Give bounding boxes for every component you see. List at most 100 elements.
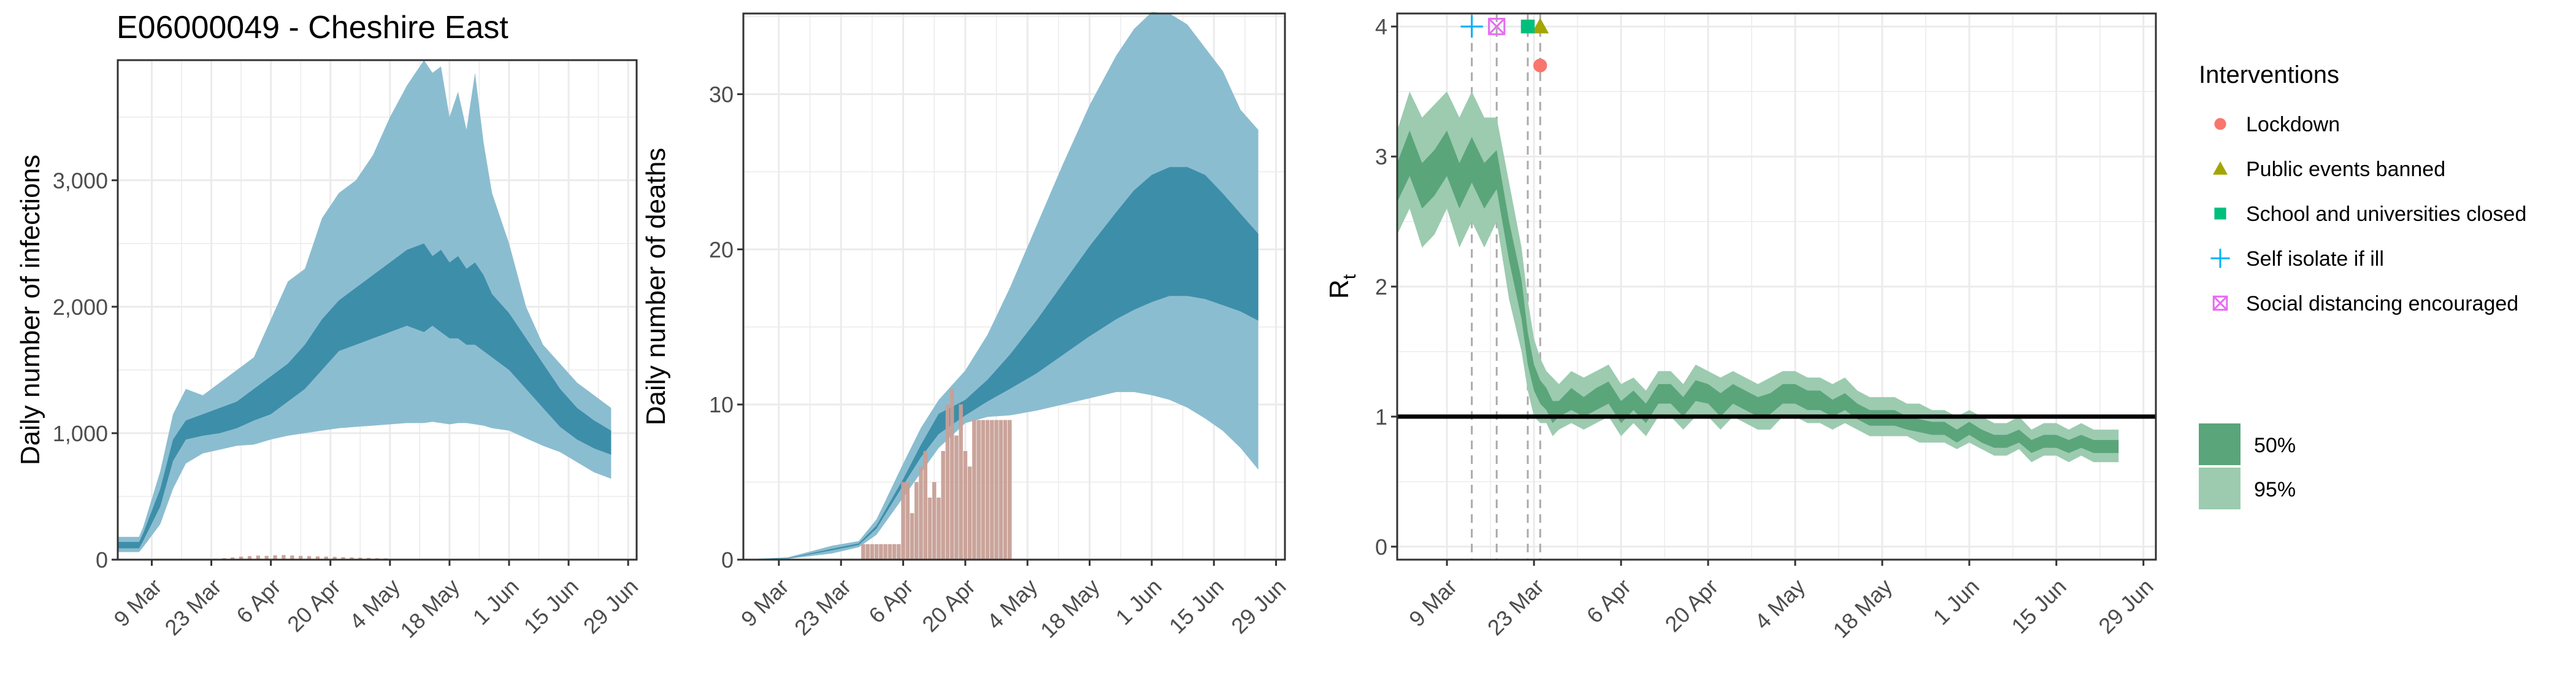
observed-bar (923, 451, 928, 560)
observed-bar (949, 388, 954, 560)
x-tick-label: 15 Jun (2006, 574, 2071, 638)
y-axis-title-subscript: t (1340, 274, 1360, 279)
x-tick-label: 15 Jun (519, 574, 583, 638)
band-50pct (743, 167, 1259, 560)
observed-bar (932, 482, 937, 560)
x-tick-label: 20 Apr (917, 574, 980, 637)
y-tick-label: 20 (709, 237, 734, 262)
x-tick-label: 23 Mar (159, 574, 226, 640)
x-tick-label: 29 Jun (1226, 574, 1290, 638)
x-tick-label: 18 May (1828, 574, 1896, 642)
observed-bar (879, 544, 883, 560)
x-tick-label: 4 May (1750, 574, 1810, 634)
observed-bar (1008, 420, 1012, 560)
legend-label: School and universities closed (2246, 203, 2526, 226)
observed-bar (901, 482, 905, 560)
observed-bar (954, 435, 959, 560)
observed-bar (870, 544, 875, 560)
y-tick-label: 10 (709, 392, 734, 417)
observed-bar (865, 544, 870, 560)
observed-bar (972, 420, 976, 560)
x-tick-label: 1 Jun (468, 574, 524, 630)
observed-bar (324, 557, 328, 560)
x-tick-label: 1 Jun (1928, 574, 1984, 630)
legend-label: Self isolate if ill (2246, 247, 2384, 271)
x-tick-label: 9 Mar (736, 574, 794, 631)
band-95pct (1397, 91, 2119, 463)
observed-bar (264, 555, 269, 560)
boxcross-box (1488, 18, 1506, 36)
x-tick-label: 6 Apr (231, 574, 285, 628)
observed-bar (990, 420, 994, 560)
rt-panel: 0 1 2 3 4 9 Mar 23 Mar 6 Apr 20 Apr 4 May 18 May 1 … (1324, 12, 2158, 643)
figure-title: E06000049 - Cheshire East (117, 10, 508, 45)
marker-square (1520, 19, 1535, 34)
observed-bar (1003, 420, 1008, 560)
legend-marker-plus (2210, 249, 2230, 268)
x-tick-label: 1 Jun (1111, 574, 1167, 630)
x-tick-label: 9 Mar (1404, 574, 1462, 631)
boxcross-line (1488, 18, 1505, 35)
legend-label: Public events banned (2246, 158, 2445, 181)
legend-marker-boxcross (2212, 295, 2228, 311)
legend-label: Lockdown (2246, 113, 2340, 136)
observed-bar (239, 557, 243, 560)
panel-border (742, 12, 1286, 561)
legend: Interventions Lockdown Public events bann… (2199, 61, 2526, 509)
observed-bar (861, 544, 865, 560)
band-50pct (118, 243, 611, 549)
x-tick-label: 23 Mar (1482, 574, 1549, 640)
observed-bar (919, 466, 923, 560)
legend-marker-square (2214, 207, 2226, 220)
observed-bar (959, 404, 963, 560)
y-tick-label: 1 (1375, 404, 1387, 430)
y-tick-label: 0 (1375, 534, 1387, 560)
x-tick-label: 9 Mar (109, 574, 166, 631)
band-50pct (1397, 130, 2119, 453)
legend-marker-circle (2214, 118, 2226, 130)
observed-bar (976, 420, 981, 560)
marker-plus (1460, 15, 1483, 38)
marker-circle (1533, 58, 1547, 72)
x-tick-label: 15 Jun (1164, 574, 1229, 638)
y-tick-label: 0 (96, 547, 108, 573)
observed-bar (887, 544, 892, 560)
observed-bar (350, 557, 354, 560)
observed-bar (963, 451, 968, 560)
observed-bar (273, 555, 277, 560)
observed-bar (874, 544, 879, 560)
legend-marker-triangle (2213, 161, 2228, 175)
observed-bar (910, 513, 914, 560)
marker-boxcross (1488, 18, 1506, 36)
legend-title: Interventions (2199, 61, 2339, 88)
observed-bar (897, 544, 901, 560)
y-tick-label: 4 (1375, 14, 1387, 39)
x-tick-label: 4 May (982, 574, 1042, 634)
legend-band-label: 50% (2254, 434, 2296, 457)
observed-bar (999, 420, 1003, 560)
observed-bar (332, 557, 337, 560)
x-tick-label: 20 Apr (1660, 574, 1723, 637)
observed-bar (941, 451, 945, 560)
y-tick-label: 3 (1375, 144, 1387, 169)
y-axis-title: Daily number of deaths (641, 148, 671, 425)
legend-band-label: 95% (2254, 478, 2296, 501)
band-95pct (743, 12, 1259, 560)
x-tick-label: 18 May (1035, 574, 1104, 642)
observed-bar (290, 555, 294, 560)
observed-bar (315, 556, 320, 560)
marker-triangle (1531, 18, 1549, 34)
x-tick-label: 6 Apr (864, 574, 918, 628)
observed-bar (883, 544, 887, 560)
observed-bar (282, 555, 286, 560)
legend-swatch (2199, 468, 2241, 509)
panel-border (117, 59, 638, 561)
x-tick-label: 23 Mar (789, 574, 856, 640)
observed-bar (967, 466, 972, 560)
observed-bar (231, 557, 235, 560)
y-axis-title: Daily number of infections (15, 155, 45, 465)
observed-bar (945, 404, 950, 560)
legend-label: Social distancing encouraged (2246, 292, 2518, 315)
